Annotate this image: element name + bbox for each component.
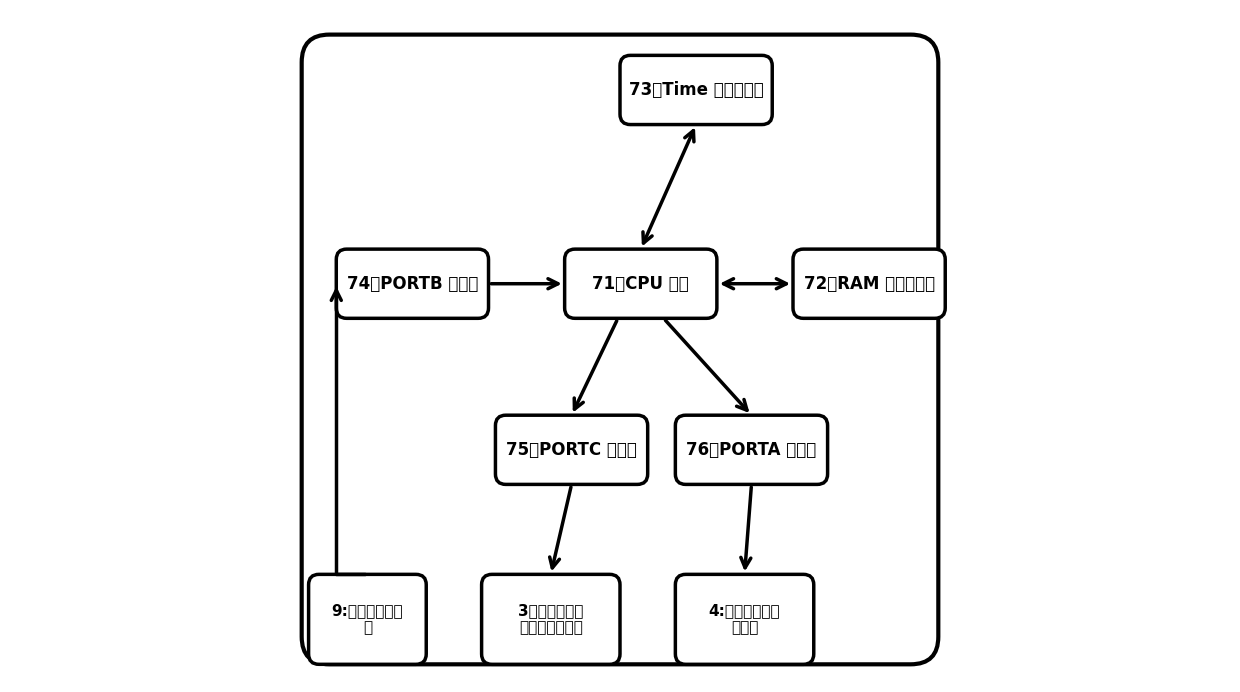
- Text: 4:发热丝控制开
关模块: 4:发热丝控制开 关模块: [709, 603, 780, 635]
- Text: 76：PORTA 口单元: 76：PORTA 口单元: [687, 441, 817, 459]
- Text: 74：PORTB 口单元: 74：PORTB 口单元: [347, 275, 479, 293]
- FancyBboxPatch shape: [481, 574, 620, 664]
- Text: 72：RAM 存储器单元: 72：RAM 存储器单元: [804, 275, 935, 293]
- FancyBboxPatch shape: [496, 415, 647, 484]
- FancyBboxPatch shape: [301, 35, 939, 664]
- Text: 71：CPU 单元: 71：CPU 单元: [593, 275, 689, 293]
- Text: 9:开关机操作模
块: 9:开关机操作模 块: [331, 603, 403, 635]
- Text: 3：超声驱动电
源控制开关模块: 3：超声驱动电 源控制开关模块: [518, 603, 584, 635]
- Text: 75：PORTC 口单元: 75：PORTC 口单元: [506, 441, 637, 459]
- FancyBboxPatch shape: [336, 249, 489, 318]
- FancyBboxPatch shape: [676, 415, 827, 484]
- FancyBboxPatch shape: [309, 574, 427, 664]
- FancyBboxPatch shape: [794, 249, 945, 318]
- FancyBboxPatch shape: [676, 574, 813, 664]
- Text: 73：Time 定时器单元: 73：Time 定时器单元: [629, 81, 764, 99]
- FancyBboxPatch shape: [620, 55, 773, 125]
- FancyBboxPatch shape: [564, 249, 717, 318]
